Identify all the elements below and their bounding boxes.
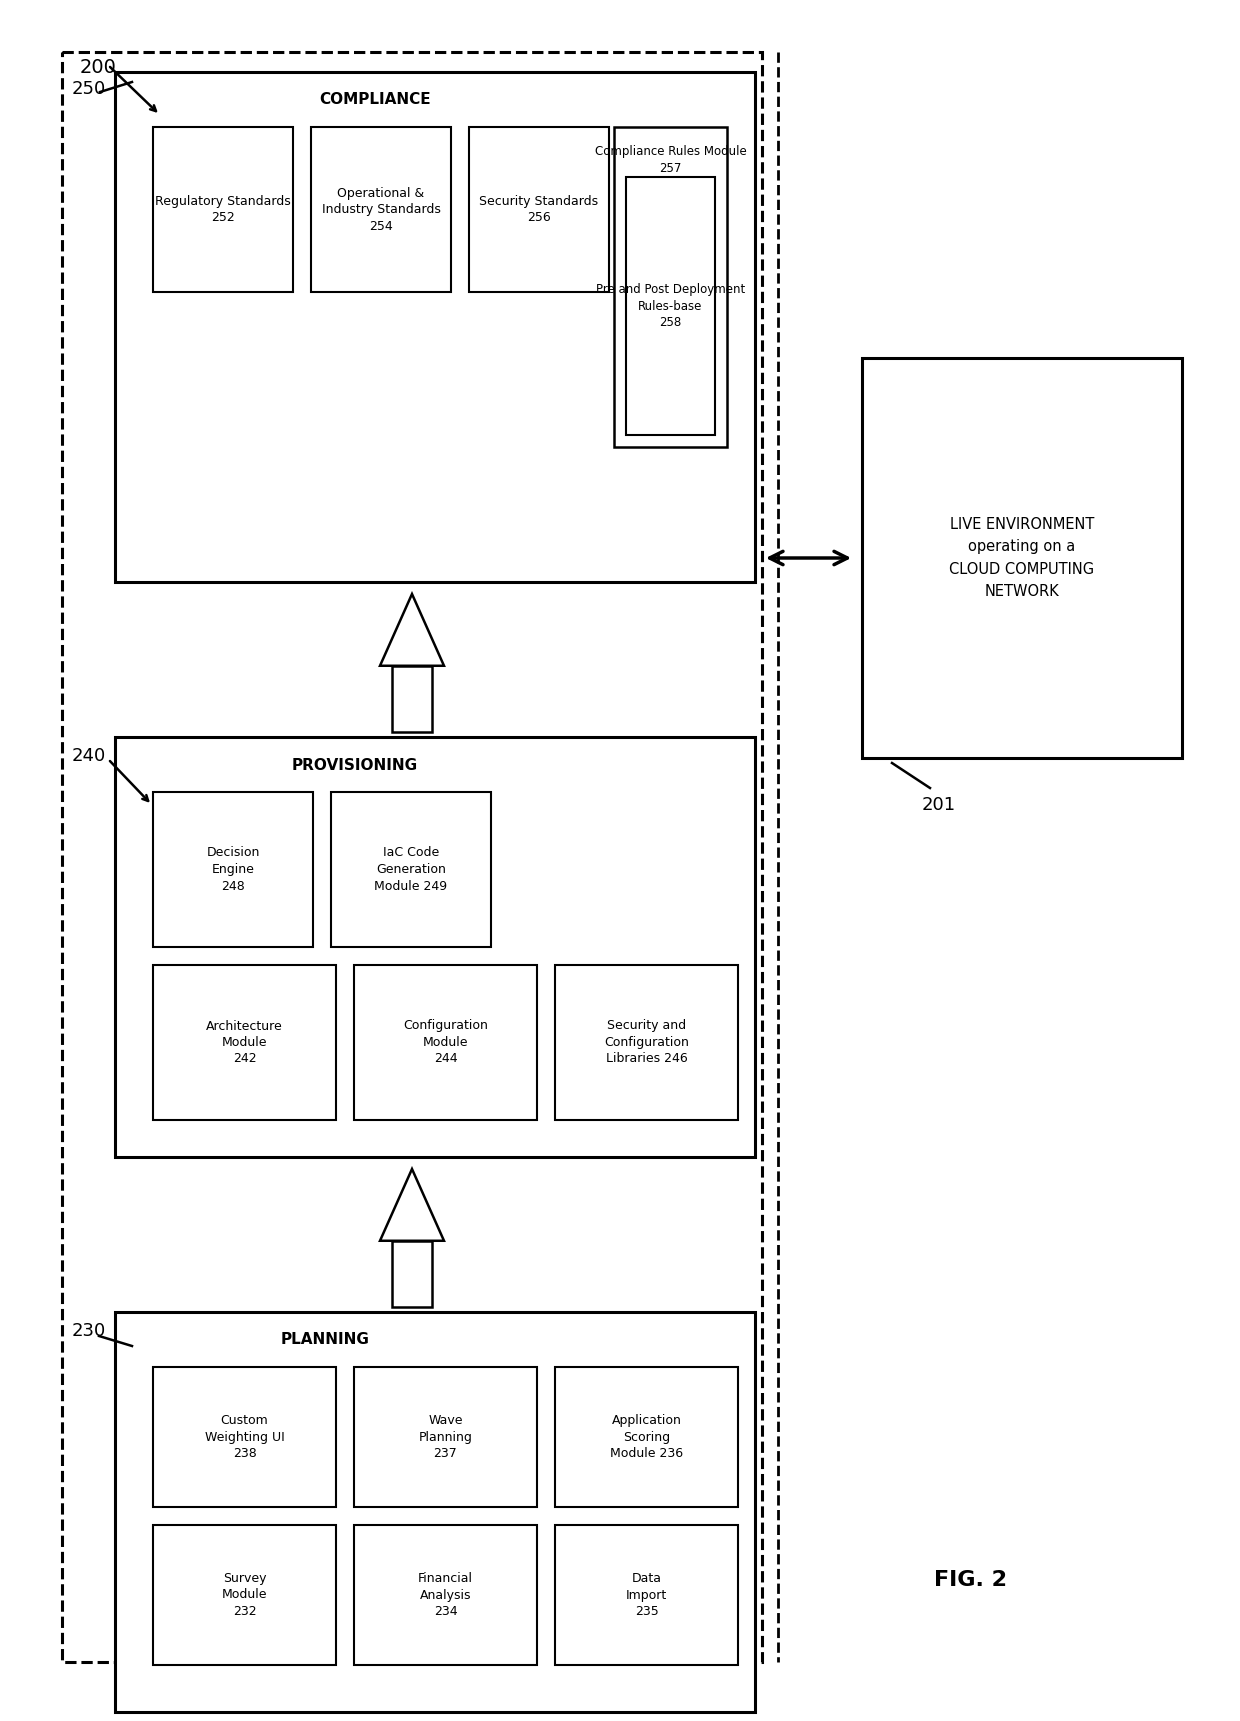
Text: FIG. 2: FIG. 2 [934, 1570, 1007, 1590]
Text: Security Standards
256: Security Standards 256 [480, 194, 599, 224]
Bar [392, 1241, 432, 1306]
Text: Pre and Post Deployment
Rules-base
258: Pre and Post Deployment Rules-base 258 [596, 282, 745, 329]
Bar [153, 965, 336, 1120]
Bar [311, 127, 451, 293]
Text: PROVISIONING: PROVISIONING [291, 757, 418, 773]
Polygon shape [379, 594, 444, 666]
Text: PLANNING: PLANNING [280, 1332, 370, 1348]
Bar [62, 52, 763, 1662]
Bar [353, 1525, 537, 1664]
Bar [556, 1366, 738, 1508]
Text: Security and
Configuration
Libraries 246: Security and Configuration Libraries 246 [604, 1019, 689, 1065]
Polygon shape [379, 1169, 444, 1241]
Bar [153, 127, 293, 293]
Text: 201: 201 [923, 797, 956, 814]
Text: Configuration
Module
244: Configuration Module 244 [403, 1019, 487, 1065]
Bar [331, 792, 491, 947]
Bar [153, 792, 312, 947]
Bar [862, 358, 1182, 757]
Text: 240: 240 [72, 747, 107, 766]
Text: Financial
Analysis
234: Financial Analysis 234 [418, 1571, 472, 1618]
Bar [556, 1525, 738, 1664]
Text: COMPLIANCE: COMPLIANCE [319, 93, 430, 107]
Text: Survey
Module
232: Survey Module 232 [222, 1571, 268, 1618]
Bar [469, 127, 609, 293]
Bar [626, 177, 715, 435]
Bar [153, 1366, 336, 1508]
Text: Custom
Weighting UI
238: Custom Weighting UI 238 [205, 1415, 284, 1459]
Bar [614, 127, 727, 447]
Bar [392, 666, 432, 731]
Bar [556, 965, 738, 1120]
Text: Compliance Rules Module
257: Compliance Rules Module 257 [595, 145, 746, 174]
Bar [353, 1366, 537, 1508]
Text: 230: 230 [72, 1322, 107, 1341]
Text: 200: 200 [81, 59, 117, 77]
Text: Operational &
Industry Standards
254: Operational & Industry Standards 254 [321, 186, 440, 232]
Bar [115, 737, 755, 1157]
Text: Decision
Engine
248: Decision Engine 248 [206, 847, 259, 893]
Text: Wave
Planning
237: Wave Planning 237 [419, 1415, 472, 1459]
Bar [153, 1525, 336, 1664]
Bar [115, 1311, 755, 1712]
Text: Data
Import
235: Data Import 235 [626, 1571, 667, 1618]
Text: 250: 250 [72, 79, 107, 98]
Bar [353, 965, 537, 1120]
Text: IaC Code
Generation
Module 249: IaC Code Generation Module 249 [374, 847, 448, 893]
Bar [115, 72, 755, 582]
Text: LIVE ENVIRONMENT
operating on a
CLOUD COMPUTING
NETWORK: LIVE ENVIRONMENT operating on a CLOUD CO… [950, 518, 1095, 599]
Text: Regulatory Standards
252: Regulatory Standards 252 [155, 194, 291, 224]
Text: Architecture
Module
242: Architecture Module 242 [206, 1019, 283, 1065]
Text: Application
Scoring
Module 236: Application Scoring Module 236 [610, 1415, 683, 1459]
